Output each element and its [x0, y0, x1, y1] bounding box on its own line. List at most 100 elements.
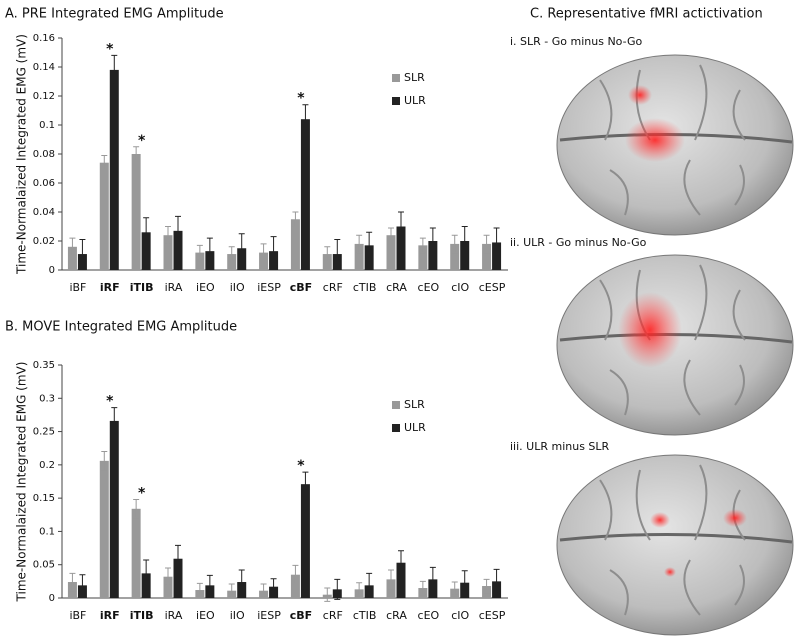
x-tick-label: iRA	[165, 609, 183, 622]
bar	[99, 162, 109, 270]
x-tick-label: iBF	[69, 281, 86, 294]
bar	[163, 235, 173, 270]
error-bar	[228, 246, 235, 262]
error-bar	[483, 578, 490, 594]
y-tick-label: 0.1	[39, 526, 55, 537]
bar	[173, 230, 183, 270]
y-tick-label: 0.02	[33, 236, 55, 247]
panel-label: ii. ULR - Go minus No-Go	[510, 236, 647, 249]
bar	[290, 574, 300, 598]
bar	[396, 226, 406, 270]
bar	[418, 245, 428, 270]
error-bar	[324, 246, 331, 262]
error-bar	[451, 234, 458, 254]
x-tick-label: cTIB	[353, 281, 377, 294]
y-tick-label: 0.16	[33, 33, 55, 44]
error-bar	[493, 568, 500, 594]
error-bar	[206, 574, 213, 596]
bar	[386, 235, 396, 270]
x-tick-label: cRA	[386, 609, 407, 622]
bar	[67, 246, 77, 270]
bar	[195, 252, 205, 270]
panel-label: iii. ULR minus SLR	[510, 440, 610, 453]
legend-label: SLR	[404, 398, 425, 411]
error-bar	[483, 234, 490, 254]
brain-1	[556, 54, 794, 236]
error-bar	[165, 567, 171, 586]
legend-swatch	[392, 401, 400, 409]
error-bar	[101, 154, 108, 171]
y-tick-label: 0.2	[39, 460, 55, 471]
chart-title: A. PRE Integrated EMG Amplitude	[5, 7, 224, 22]
bar	[300, 119, 310, 270]
x-tick-label: iBF	[69, 609, 86, 622]
x-tick-label: iTIB	[130, 609, 154, 622]
y-tick-label: 0.12	[33, 91, 55, 102]
y-tick-label: 0	[49, 265, 55, 276]
error-bar	[133, 146, 140, 162]
bar	[354, 243, 364, 270]
x-tick-label: cEO	[418, 609, 440, 622]
bar	[227, 254, 237, 270]
y-tick-label: 0.3	[39, 393, 55, 404]
error-bar	[429, 227, 436, 255]
panel-title: C. Representative fMRI actictivation	[530, 7, 763, 22]
legend-swatch	[392, 97, 400, 105]
x-tick-label: iEO	[196, 281, 215, 294]
significance-marker: *	[106, 394, 114, 410]
y-axis-label: Time-Normalaized Integrated EMG (mV)	[15, 362, 29, 603]
y-tick-label: 0	[49, 593, 55, 604]
bar	[99, 460, 109, 598]
significance-marker: *	[297, 91, 305, 107]
error-bar	[461, 570, 468, 596]
y-tick-label: 0.1	[39, 120, 55, 131]
error-bar	[419, 580, 426, 596]
error-bar	[69, 572, 76, 592]
error-bar	[270, 578, 277, 596]
significance-marker: *	[138, 485, 146, 501]
brain-3	[556, 454, 794, 636]
brain-2	[556, 254, 794, 436]
bar	[300, 484, 310, 598]
significance-marker: *	[106, 41, 114, 57]
error-bar	[111, 407, 118, 435]
bar	[322, 254, 332, 270]
x-tick-label: iRF	[100, 281, 120, 294]
error-bar	[398, 550, 404, 576]
error-bar	[238, 233, 245, 264]
y-axis-label: Time-Normalaized Integrated EMG (mV)	[15, 34, 29, 275]
error-bar	[461, 226, 468, 256]
y-tick-label: 0.35	[33, 360, 55, 371]
x-tick-label: cRF	[323, 281, 343, 294]
error-bar	[165, 226, 171, 245]
error-bar	[143, 217, 150, 248]
x-tick-label: cIO	[451, 609, 469, 622]
bar	[173, 558, 183, 598]
significance-marker: *	[138, 133, 146, 149]
x-tick-label: iESP	[257, 281, 281, 294]
bar	[450, 243, 460, 270]
x-tick-label: cRA	[386, 281, 407, 294]
x-tick-label: cESP	[479, 609, 506, 622]
bar	[109, 69, 119, 271]
x-tick-label: iRF	[100, 609, 120, 622]
y-tick-label: 0.15	[33, 493, 55, 504]
error-bar	[324, 587, 331, 602]
x-tick-label: cRF	[323, 609, 343, 622]
x-tick-label: iTIB	[130, 281, 154, 294]
bar	[290, 219, 300, 270]
legend-swatch	[392, 424, 400, 432]
x-tick-label: iEO	[196, 609, 215, 622]
legend-swatch	[392, 74, 400, 82]
bar	[396, 562, 406, 598]
bar	[131, 508, 141, 598]
x-tick-label: cESP	[479, 281, 506, 294]
error-bar	[196, 582, 203, 598]
error-bar	[238, 569, 245, 595]
error-bar	[196, 244, 203, 261]
error-bar	[302, 104, 309, 135]
error-bar	[175, 215, 181, 246]
bar	[131, 154, 141, 270]
x-tick-label: cIO	[451, 281, 469, 294]
chart-title: B. MOVE Integrated EMG Amplitude	[5, 320, 237, 335]
